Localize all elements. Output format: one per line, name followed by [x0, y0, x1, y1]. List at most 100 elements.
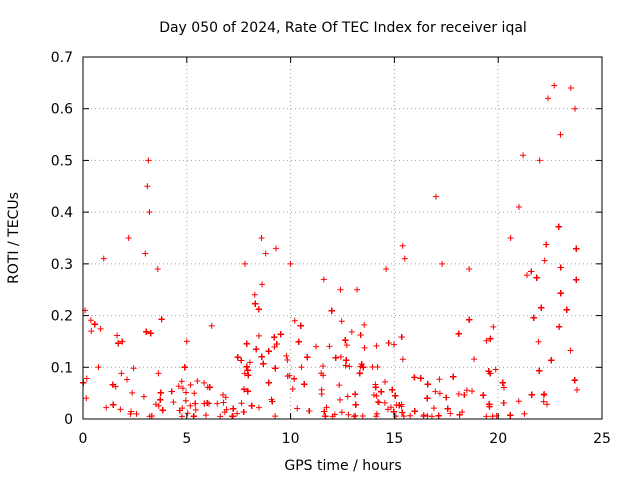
- data-point: [483, 337, 490, 344]
- data-point: [272, 413, 279, 420]
- data-point: [536, 367, 543, 374]
- data-point: [540, 391, 547, 398]
- data-point: [411, 408, 418, 415]
- peak-data-point: [567, 85, 574, 92]
- data-point: [253, 346, 260, 353]
- data-point: [557, 264, 564, 271]
- data-point: [323, 404, 330, 411]
- axis-ticks: 0 0.1 0.2 0.3 0.4 0.5 0.6 0.7 0 5 10 15 20 25: [51, 50, 611, 447]
- data-point: [222, 394, 229, 401]
- data-point: [119, 338, 126, 345]
- data-point: [385, 339, 392, 346]
- data-point: [304, 354, 311, 361]
- data-point: [573, 245, 580, 252]
- x-tick-label: 5: [182, 431, 191, 447]
- data-point: [407, 412, 414, 419]
- data-point: [490, 323, 497, 330]
- data-point: [358, 360, 365, 367]
- data-point: [331, 411, 338, 418]
- data-point: [469, 388, 476, 395]
- data-point: [374, 398, 381, 405]
- data-point: [179, 385, 186, 392]
- data-point: [390, 341, 397, 348]
- data-point: [337, 396, 344, 403]
- data-point: [556, 323, 563, 330]
- data-point: [538, 304, 545, 311]
- data-point: [373, 410, 380, 417]
- data-point: [322, 413, 329, 420]
- data-point: [140, 393, 147, 400]
- data-point: [351, 413, 358, 420]
- chart-title: Day 050 of 2024, Rate Of TEC Index for r…: [159, 20, 527, 36]
- peak-data-point: [432, 193, 439, 200]
- data-point: [246, 359, 253, 366]
- data-point: [555, 223, 562, 230]
- peak-data-point: [208, 322, 215, 329]
- data-point: [500, 400, 507, 407]
- data-point: [345, 411, 352, 418]
- peak-data-point: [515, 203, 522, 210]
- data-point: [548, 357, 555, 364]
- data-point: [117, 406, 124, 413]
- data-point: [243, 340, 250, 347]
- data-point: [444, 405, 451, 412]
- data-point: [181, 364, 188, 371]
- y-axis-label: ROTI / TECUs: [6, 192, 22, 284]
- data-point: [381, 399, 388, 406]
- data-point: [91, 321, 98, 328]
- x-axis-label: GPS time / hours: [284, 458, 401, 474]
- data-point: [194, 377, 201, 384]
- data-point: [245, 372, 252, 379]
- data-point: [487, 335, 494, 342]
- y-tick-label: 0: [64, 412, 73, 428]
- data-point: [109, 381, 116, 388]
- data-point: [459, 409, 466, 416]
- data-point: [271, 334, 278, 341]
- data-point: [214, 400, 221, 407]
- data-point: [223, 406, 230, 413]
- y-tick-label: 0.4: [51, 205, 73, 221]
- data-point: [238, 357, 245, 364]
- data-point: [191, 390, 198, 397]
- data-point: [571, 377, 578, 384]
- data-point: [372, 384, 379, 391]
- data-point: [157, 389, 164, 396]
- data-point: [201, 379, 208, 386]
- data-point: [256, 404, 263, 411]
- data-point: [192, 406, 199, 413]
- data-point: [435, 412, 442, 419]
- data-point: [178, 413, 185, 420]
- y-tick-label: 0.3: [51, 257, 73, 273]
- data-point: [359, 412, 366, 419]
- data-point: [356, 370, 363, 377]
- data-point: [87, 317, 94, 324]
- data-point: [128, 408, 135, 415]
- data-point: [202, 412, 209, 419]
- peak-data-point: [125, 235, 132, 241]
- data-point: [501, 384, 508, 391]
- data-point: [361, 321, 368, 328]
- data-point: [243, 363, 250, 370]
- data-point: [182, 389, 189, 396]
- plot-frame: [82, 56, 603, 420]
- data-point: [515, 398, 522, 405]
- data-point: [115, 340, 122, 347]
- data-point: [432, 388, 439, 395]
- data-point: [535, 338, 542, 345]
- peak-data-point: [507, 235, 514, 241]
- data-point: [392, 392, 399, 399]
- data-point: [175, 383, 182, 390]
- data-point: [273, 341, 280, 348]
- data-point: [123, 376, 130, 383]
- peak-data-point: [520, 152, 527, 159]
- data-point: [487, 370, 494, 377]
- data-point: [370, 391, 377, 398]
- data-point: [486, 401, 493, 408]
- data-point: [507, 412, 514, 419]
- data-point: [376, 399, 383, 406]
- peak-data-point: [100, 255, 107, 262]
- data-point: [348, 328, 355, 335]
- data-point: [187, 381, 194, 388]
